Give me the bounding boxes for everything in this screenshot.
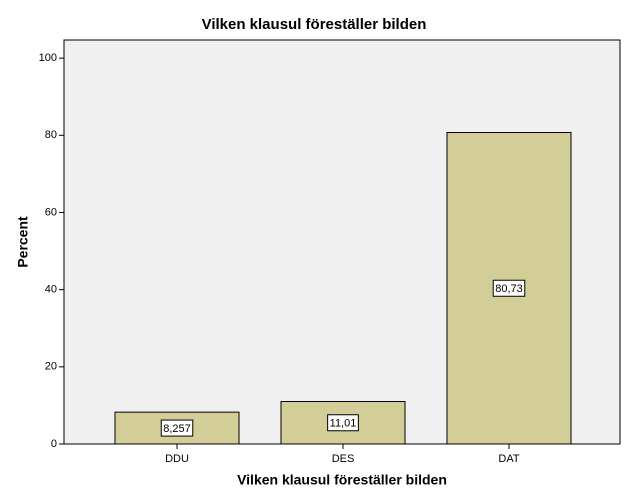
y-tick-label: 60 [45, 206, 57, 218]
value-label: 11,01 [330, 418, 357, 430]
y-axis-label: Percent [15, 216, 31, 268]
y-tick-label: 100 [39, 52, 57, 64]
value-label: 8,257 [163, 423, 191, 435]
x-tick-label: DAT [498, 453, 519, 465]
y-tick-label: 40 [45, 284, 57, 296]
x-axis-label: Vilken klausul föreställer bilden [237, 472, 447, 488]
x-tick-label: DES [332, 453, 355, 465]
value-label: 80,73 [495, 283, 523, 295]
x-tick-label: DDU [165, 453, 189, 465]
y-tick-label: 20 [45, 361, 57, 373]
value-label-box [160, 419, 194, 437]
y-tick-label: 0 [51, 438, 57, 450]
value-label-box [327, 414, 359, 432]
y-tick-label: 80 [45, 129, 57, 141]
value-label-box [492, 279, 526, 297]
chart-title: Vilken klausul föreställer bilden [202, 16, 427, 33]
